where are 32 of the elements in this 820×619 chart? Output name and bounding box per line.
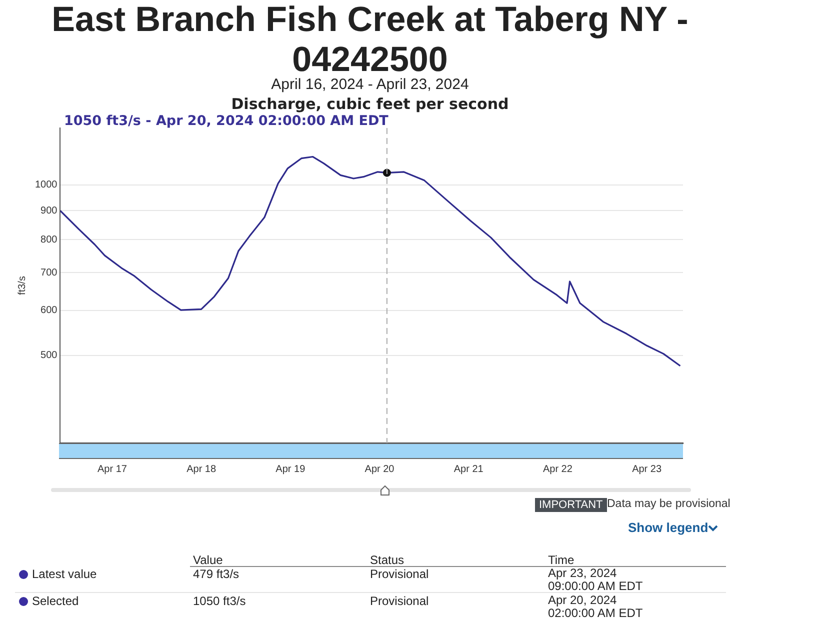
text: Time	[548, 553, 574, 567]
text: Selected	[32, 594, 79, 608]
text: 1050 ft3/s	[193, 594, 246, 608]
text: Value	[193, 553, 223, 567]
text: 479 ft3/s	[193, 567, 240, 581]
x-tick-label: Apr 17	[97, 464, 128, 475]
y-tick-label: 500	[40, 350, 58, 362]
chart-title: East Branch Fish Creek at Taberg NY - 04242500	[50, 0, 690, 79]
x-tick-label: Apr 18	[186, 464, 216, 475]
x-tick-label: Apr 23	[632, 464, 662, 475]
text: Discharge, cubic feet per second	[230, 95, 510, 113]
text: Apr 23, 2024 09:00:00 AM EDT	[548, 566, 644, 593]
y-tick-label: 600	[40, 305, 58, 316]
text: Status	[370, 553, 404, 567]
y-tick-label: 800	[40, 234, 58, 246]
y-tick-label: 700	[40, 267, 58, 278]
text: Provisional	[370, 594, 429, 608]
y-tick-label: 900	[40, 205, 58, 216]
x-tick-label: Apr 20	[364, 464, 395, 475]
chart-subtitle: April 16, 2024 - April 23, 2024	[270, 76, 470, 93]
x-tick-label: Apr 21	[454, 464, 484, 475]
x-tick-label: Apr 22	[542, 464, 573, 475]
text: IMPORTANT	[535, 498, 607, 512]
y-tick-label: 1000	[34, 180, 58, 191]
text: Apr 20, 2024 02:00:00 AM EDT	[548, 593, 644, 619]
x-tick-label: Apr 19	[276, 464, 306, 475]
text: Show legend	[628, 520, 708, 535]
text: Data may be provisional	[607, 498, 730, 510]
text: Provisional	[370, 567, 429, 581]
y-axis-title: ft3/s	[16, 276, 28, 295]
text: Latest value	[32, 567, 97, 581]
annotation: 1050 ft3/s - Apr 20, 2024 02:00:00 AM EDT	[64, 113, 388, 129]
